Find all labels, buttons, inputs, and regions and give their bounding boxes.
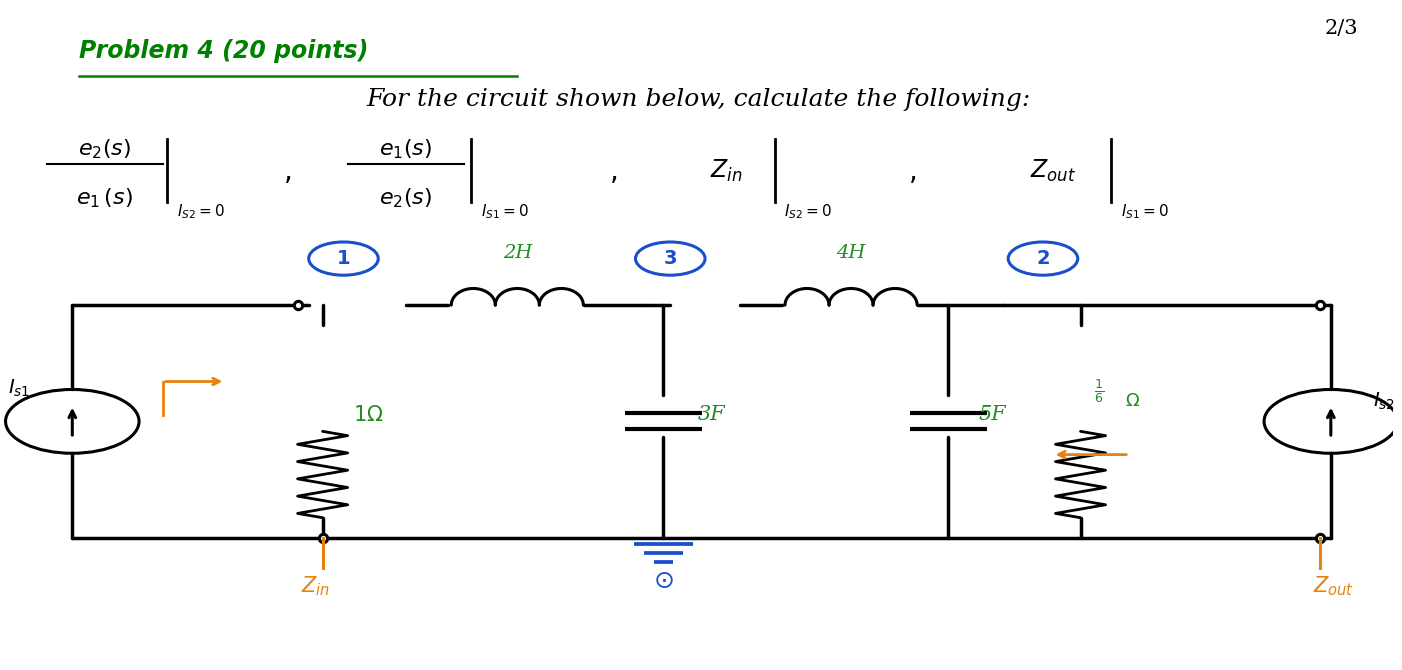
Text: 5F: 5F	[979, 405, 1007, 424]
Text: 2/3: 2/3	[1325, 19, 1359, 38]
Text: 2H: 2H	[503, 244, 531, 262]
Text: $e_1(s)$: $e_1(s)$	[380, 137, 433, 161]
Text: $\Omega$: $\Omega$	[1124, 393, 1140, 411]
Text: $Z_{out}$: $Z_{out}$	[1314, 574, 1354, 598]
Text: ,: ,	[283, 158, 292, 186]
Text: $I_{s1}$: $I_{s1}$	[8, 377, 31, 399]
Text: $I_{S2}=0$: $I_{S2}=0$	[177, 202, 224, 221]
Text: ,: ,	[910, 158, 918, 186]
Text: $I_{S2}=0$: $I_{S2}=0$	[784, 202, 833, 221]
Text: 1: 1	[336, 249, 350, 268]
Text: ,: ,	[610, 158, 620, 186]
Text: For the circuit shown below, calculate the following:: For the circuit shown below, calculate t…	[366, 88, 1030, 111]
Text: $\frac{1}{6}$: $\frac{1}{6}$	[1095, 378, 1105, 405]
Text: 4H: 4H	[837, 244, 866, 262]
Text: $\odot$: $\odot$	[653, 569, 674, 593]
Text: 2: 2	[1036, 249, 1050, 268]
Text: $1\Omega$: $1\Omega$	[353, 405, 384, 425]
Text: $Z_{in}$: $Z_{in}$	[709, 157, 742, 184]
Text: $e_2(s)$: $e_2(s)$	[77, 137, 130, 161]
Text: 3: 3	[663, 249, 677, 268]
Text: $e_2(s)$: $e_2(s)$	[380, 187, 433, 210]
Text: $I_{S1}=0$: $I_{S1}=0$	[481, 202, 529, 221]
Text: 3F: 3F	[698, 405, 726, 424]
Text: $I_{s2}$: $I_{s2}$	[1373, 391, 1395, 412]
Text: $Z_{out}$: $Z_{out}$	[1029, 157, 1075, 184]
Text: $Z_{in}$: $Z_{in}$	[301, 574, 331, 598]
Text: $I_{S1}=0$: $I_{S1}=0$	[1120, 202, 1169, 221]
Text: Problem 4 (20 points): Problem 4 (20 points)	[80, 40, 369, 64]
Text: $e_1\,(s)$: $e_1\,(s)$	[76, 187, 133, 210]
